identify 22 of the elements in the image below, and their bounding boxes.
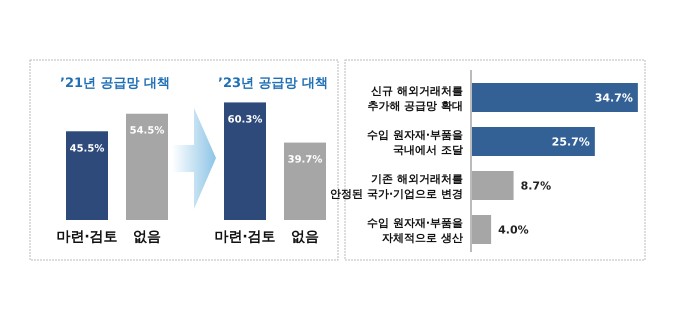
- data-label: 34.7%: [594, 92, 633, 104]
- x-tick-label: 마련·검토: [214, 229, 276, 245]
- x-tick-label: 없음: [291, 229, 319, 245]
- data-label: 4.0%: [498, 224, 529, 236]
- data-label: 25.7%: [552, 136, 590, 148]
- data-label: 54.5%: [130, 126, 164, 137]
- y-tick-label: 신규 해외거래처를 추가해 공급망 확대: [367, 84, 463, 112]
- data-label: 8.7%: [520, 180, 552, 192]
- y-tick-label: 수입 원자재·부품을 자체적으로 생산: [366, 216, 463, 244]
- bar: [472, 171, 514, 200]
- x-tick-label: 마련·검토: [56, 229, 118, 245]
- y-tick-label: 수입 원자재·부품을 국내에서 조달: [366, 128, 463, 156]
- y-tick-label: 기존 해외거래처를 안정된 국가·기업으로 변경: [330, 172, 463, 200]
- bar: [472, 127, 595, 156]
- data-label: 60.3%: [228, 114, 262, 126]
- x-tick-label: 없음: [133, 229, 161, 245]
- data-label: 45.5%: [70, 143, 104, 154]
- chart-title: ’23년 공급망 대책: [218, 76, 328, 91]
- bar: [472, 83, 638, 112]
- chart-title: ’21년 공급망 대책: [60, 76, 170, 91]
- bar: [472, 215, 492, 244]
- data-label: 39.7%: [288, 154, 322, 166]
